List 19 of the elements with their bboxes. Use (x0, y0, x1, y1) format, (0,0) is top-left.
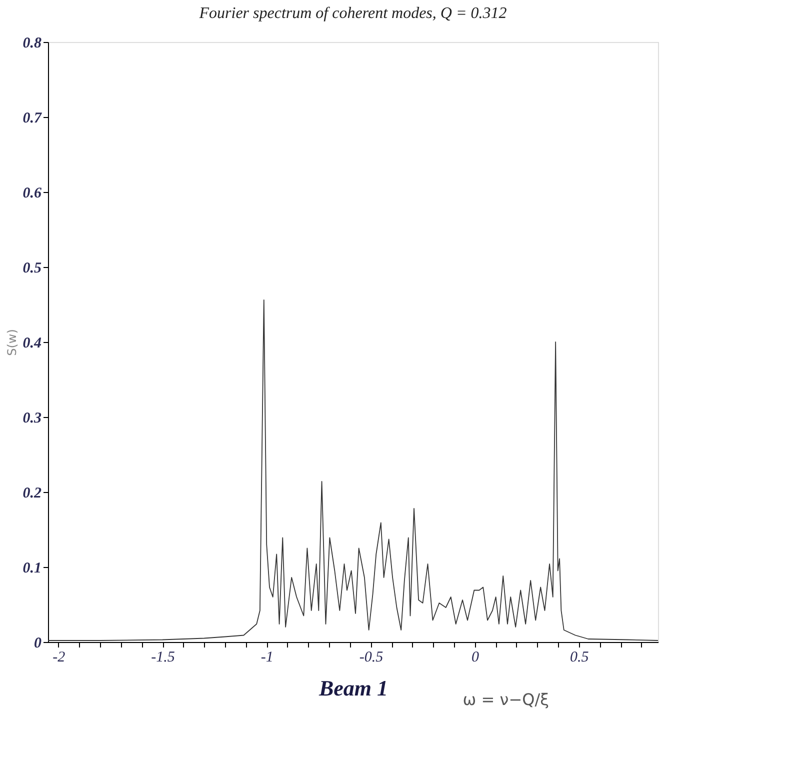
x-tick-label: -1.5 (151, 650, 176, 666)
y-axis-title: S(w) (4, 329, 19, 356)
y-tick-label: 0.8 (22, 36, 42, 52)
y-tick-label: 0.3 (22, 410, 42, 426)
y-tick-label: 0 (34, 636, 42, 652)
x-axis-title: Beam 1 (318, 676, 388, 700)
text: ω = ν−Q/ξ (462, 690, 550, 709)
x-tick-label: -1 (260, 650, 274, 666)
y-tick-label: 0.6 (22, 186, 42, 202)
x-tick-label: 0 (472, 650, 480, 666)
y-tick-label: 0.4 (22, 336, 42, 352)
x-tick-label: -0.5 (359, 650, 384, 666)
y-tick-label: 0.7 (22, 110, 42, 126)
chart-title: Fourier spectrum of coherent modes, Q = 0.312 (198, 5, 507, 22)
x-tick-label: -2 (52, 650, 66, 666)
x-tick-label: 0.5 (570, 650, 590, 666)
y-tick-label: 0.2 (22, 486, 42, 502)
y-tick-label: 0.5 (22, 260, 42, 276)
y-tick-label: 0.1 (22, 560, 42, 576)
